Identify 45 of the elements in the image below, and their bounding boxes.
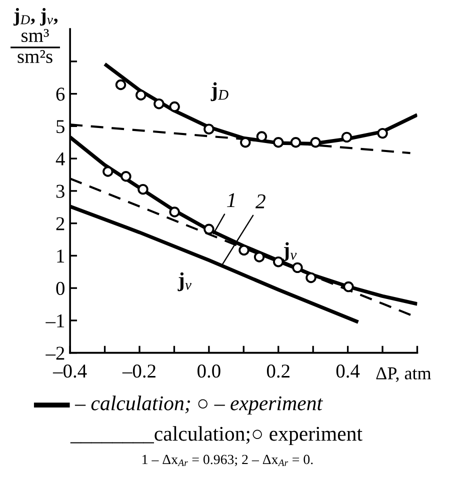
point (377, 128, 388, 139)
y-tick-label: 1 (57, 250, 64, 262)
point (204, 224, 214, 235)
point (238, 244, 250, 256)
annotation: j$_{D}$ (210, 82, 228, 102)
point (136, 90, 146, 100)
point (169, 206, 180, 218)
text: ________calculation;○ experiment (70, 426, 362, 446)
point (292, 262, 303, 274)
y-tick-label: 4 (56, 152, 65, 166)
x-tick-label: –0.4 (52, 364, 87, 378)
y-tick-label: –2 (46, 346, 64, 360)
x-axis-title: ΔP, atm (376, 367, 432, 382)
x-tick-label: 0.4 (336, 364, 360, 378)
y-axis-title: j$_{D}$, j$_{v}$, sm³ sm²s (13, 8, 58, 64)
point (290, 137, 302, 148)
y-tick-label: 2 (56, 217, 64, 230)
point (115, 79, 126, 90)
point (154, 98, 164, 110)
point (138, 184, 148, 195)
point (306, 272, 316, 284)
y-tick-label: –1 (46, 314, 64, 328)
point (341, 132, 352, 143)
x-tick-label: 0.2 (266, 364, 290, 378)
point (120, 171, 132, 182)
y-tick-label: 3 (56, 184, 64, 198)
x-tick-label: –0.2 (122, 364, 156, 378)
point (254, 252, 265, 262)
text: – calculation; ○ – experiment (74, 396, 323, 415)
annotation: 2 (255, 194, 266, 208)
point (273, 256, 284, 268)
text: 1 – Δx$_{Ar}$ = 0.963; 2 – Δx$_{Ar}$ = 0. (142, 454, 313, 466)
annotation: j$_{v}$ (178, 272, 192, 292)
x-tick-label: 0.0 (198, 364, 220, 378)
y-tick-label: 6 (56, 88, 65, 101)
point (102, 166, 114, 177)
point (204, 124, 214, 134)
y-tick-label: 0 (56, 282, 64, 296)
point (310, 137, 321, 148)
point (169, 101, 180, 112)
point (343, 281, 354, 292)
y-tick-label: 5 (56, 120, 64, 134)
annotation: 1 (227, 193, 234, 208)
annotation: j$_{v}$ (282, 242, 297, 262)
point (273, 137, 284, 148)
